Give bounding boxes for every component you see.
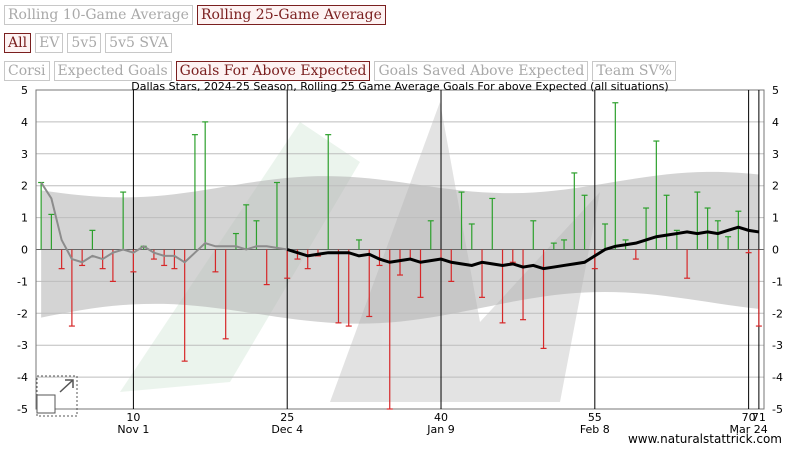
rolling-10-button[interactable]: Rolling 10-Game Average [4, 5, 193, 25]
rolling-10-line [40, 181, 288, 264]
chart-canvas: -5 -4 -3 -2 -1 0 1 2 3 4 5 -5 -4 -3 -2 -1 0 1 2 3 4 5 10Nov … [17, 82, 783, 446]
y-tick-label-left: 3 [21, 148, 28, 161]
y-tick-label-right: -4 [772, 371, 783, 384]
y-tick-label-right: 0 [772, 244, 779, 257]
y-tick-label-right: 4 [772, 116, 779, 129]
y-tick-label-left: -3 [17, 339, 28, 352]
metric-expected-goals-button[interactable]: Expected Goals [53, 61, 172, 81]
x-tick-date-label: Nov 1 [117, 423, 149, 436]
metric-team-sv-button[interactable]: Team SV% [592, 61, 676, 81]
watermark: www.naturalstattrick.com [628, 432, 782, 446]
y-tick-label-left: -2 [17, 307, 28, 320]
x-tick-label: 40 [434, 411, 448, 424]
metric-toggle-group: Corsi Expected Goals Goals For Above Exp… [4, 61, 676, 81]
y-tick-label-right: -2 [772, 307, 783, 320]
strength-5v5-button[interactable]: 5v5 [67, 33, 102, 53]
y-axis-right: -5 -4 -3 -2 -1 0 1 2 3 4 5 [772, 84, 783, 416]
y-tick-label-right: 5 [772, 84, 779, 97]
x-tick-label: 25 [280, 411, 294, 424]
metric-gsax-button[interactable]: Goals Saved Above Expected [374, 61, 589, 81]
y-tick-label-left: 2 [21, 180, 28, 193]
y-tick-label-right: 3 [772, 148, 779, 161]
metric-gfax-button[interactable]: Goals For Above Expected [175, 61, 371, 81]
strength-all-button[interactable]: All [4, 33, 32, 53]
y-tick-label-left: 4 [21, 116, 28, 129]
x-tick-date-label: Feb 8 [580, 423, 610, 436]
expand-chart-icon[interactable] [36, 375, 78, 417]
y-tick-label-left: -1 [17, 275, 28, 288]
metric-corsi-button[interactable]: Corsi [4, 61, 50, 81]
x-tick-date-label: Dec 4 [271, 423, 303, 436]
x-tick-date-label: Mar 24 [729, 423, 767, 436]
y-tick-label-left: 1 [21, 212, 28, 225]
y-tick-label-left: 0 [21, 244, 28, 257]
x-tick-label: 70 [742, 411, 756, 424]
strength-ev-button[interactable]: EV [35, 33, 64, 53]
chart-title: Dallas Stars, 2024-25 Season, Rolling 25… [131, 82, 668, 93]
y-tick-label-left: -5 [17, 403, 28, 416]
x-tick-label: 10 [126, 411, 140, 424]
gridlines [35, 89, 765, 410]
x-tick-label: 71 [752, 411, 766, 424]
y-tick-label-left: 5 [21, 84, 28, 97]
rolling-25-button[interactable]: Rolling 25-Game Average [196, 5, 386, 25]
y-tick-label-left: -4 [17, 371, 28, 384]
league-range-band [41, 171, 759, 324]
y-tick-label-right: 2 [772, 180, 779, 193]
window-toggle-group: Rolling 10-Game Average Rolling 25-Game … [4, 5, 386, 25]
rolling-25-line [286, 225, 760, 271]
x-tick-label: 55 [588, 411, 602, 424]
x-tick-date-label: Jan 9 [426, 423, 454, 436]
y-tick-label-right: 1 [772, 212, 779, 225]
strength-toggle-group: All EV 5v5 5v5 SVA [4, 33, 173, 53]
game-bars [38, 102, 762, 410]
y-tick-label-right: -1 [772, 275, 783, 288]
plot-border [35, 89, 765, 410]
strength-5v5-sva-button[interactable]: 5v5 SVA [105, 33, 173, 53]
y-axis-left: -5 -4 -3 -2 -1 0 1 2 3 4 5 [17, 84, 28, 416]
y-tick-label-right: -3 [772, 339, 783, 352]
y-tick-label-right: -5 [772, 403, 783, 416]
